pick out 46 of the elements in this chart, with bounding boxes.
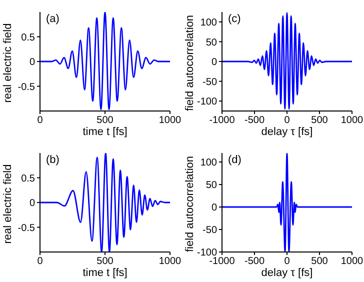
y-tick-label: -0.5 [18,222,36,234]
annotation: (c) [228,13,241,25]
x-tick-label: 500 [311,115,328,126]
y-tick-label: 0 [29,198,36,210]
line-series [40,12,170,110]
y-tick-label: 0.5 [21,173,36,184]
x-tick-label: 1000 [340,256,364,268]
x-tick-label: 500 [96,115,114,126]
y-tick-label: 0 [211,202,218,214]
y-tick-label: -0.5 [18,82,36,93]
x-tick-label: -1000 [209,256,236,268]
x-axis-title: delay τ [fs] [260,126,314,139]
x-tick-label: 500 [96,256,114,268]
y-axis-title: field autocorrelation [183,156,197,252]
y-tick-label: 100 [200,17,218,28]
x-tick-label: -500 [244,256,265,268]
x-tick-label: 500 [311,256,328,268]
x-tick-label: -500 [244,115,265,126]
y-tick-label: 0 [29,57,36,68]
y-tick-label: 0 [211,57,218,68]
x-tick-label: -1000 [209,115,236,126]
x-tick-label: 1000 [340,115,364,126]
y-tick-label: -50 [202,76,218,88]
line-series [222,153,352,252]
annotation: (d) [228,154,242,166]
y-tick-label: 0.5 [21,32,36,44]
y-tick-label: -50 [202,225,218,236]
y-tick-label: 50 [206,180,218,192]
y-axis-title: real electric field [1,23,15,103]
y-axis-title: field autocorrelation [183,14,197,112]
line-series [40,153,170,252]
x-tick-label: 0 [284,115,290,126]
x-tick-label: 0 [37,256,44,268]
x-tick-label: 0 [37,115,44,126]
y-axis-title: real electric field [1,164,15,244]
x-tick-label: 1000 [158,256,182,268]
annotation: (a) [46,13,60,25]
x-tick-label: 0 [284,256,290,268]
annotation: (b) [46,154,60,166]
y-tick-label: -100 [196,96,218,108]
x-axis-title: time t [fs] [82,267,128,280]
y-tick-label: 100 [200,158,218,169]
y-tick-label: 50 [206,37,218,48]
x-axis-title: delay τ [fs] [260,267,314,280]
x-axis-title: time t [fs] [82,126,128,139]
x-tick-label: 1000 [158,115,182,126]
